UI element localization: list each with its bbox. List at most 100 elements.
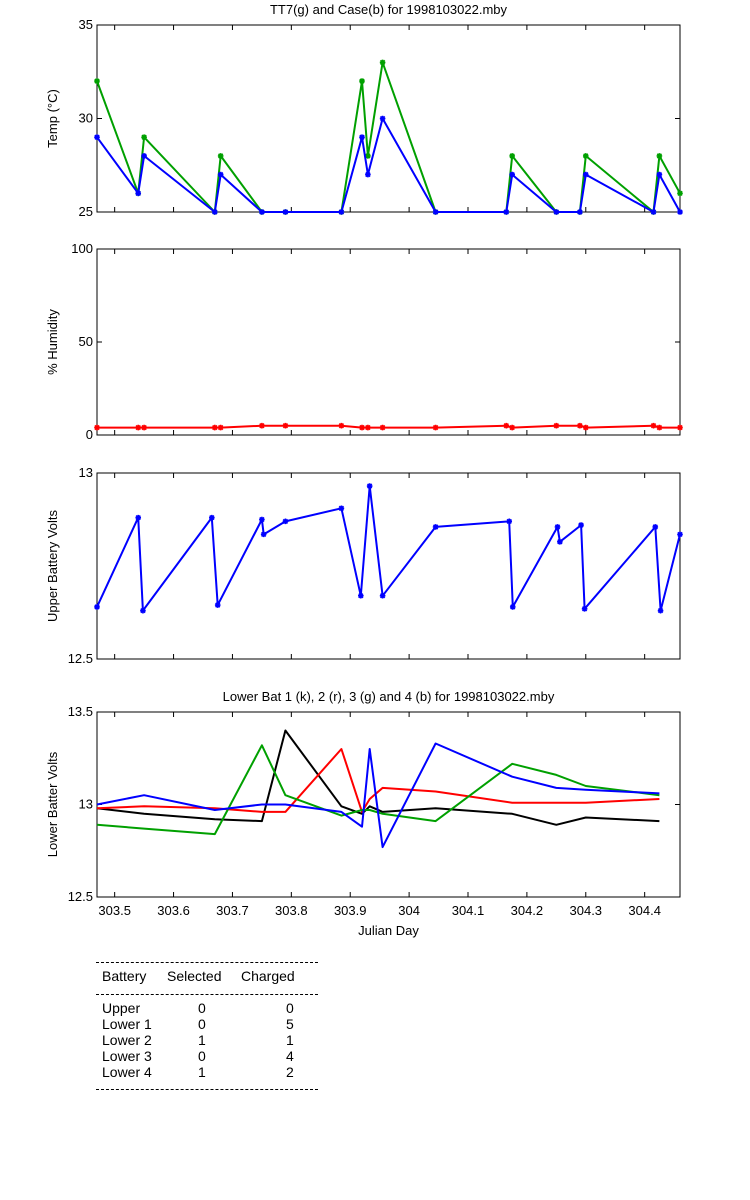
table-row-charged: 0 (286, 1000, 294, 1016)
y-tick-label: 13 (79, 797, 93, 812)
data-point (209, 514, 215, 521)
y-tick-label: 12.5 (68, 651, 93, 666)
y-axis-label: Lower Batter Volts (45, 751, 60, 857)
data-point (365, 171, 371, 178)
data-point (509, 424, 515, 431)
y-tick-label: 0 (86, 427, 93, 442)
data-point (94, 604, 100, 610)
table-top-rule (96, 962, 318, 963)
data-point (677, 424, 683, 431)
series-line (96, 61, 681, 213)
data-point (578, 522, 584, 528)
y-tick-label: 35 (79, 17, 93, 32)
table-row-battery: Lower 4 (102, 1064, 152, 1080)
data-point (582, 153, 589, 159)
data-point (141, 424, 147, 431)
data-point (140, 607, 146, 614)
data-point (553, 209, 560, 215)
data-point (506, 518, 513, 525)
battery-table: Battery Selected Charged Upper 0 0 Lower… (96, 960, 318, 1092)
data-point (217, 153, 224, 159)
data-point (358, 592, 364, 599)
y-tick-label: 25 (79, 204, 93, 219)
data-point (141, 134, 147, 140)
data-point (135, 514, 142, 521)
data-point (211, 424, 218, 431)
data-point (656, 171, 663, 178)
data-point (259, 209, 265, 215)
data-point (211, 209, 218, 215)
data-point (282, 422, 289, 429)
y-axis-label: Temp (°C) (45, 89, 60, 148)
x-tick-label: 303.8 (275, 903, 308, 918)
plot-frame (96, 24, 681, 213)
plot-frame (96, 472, 681, 660)
data-point (259, 422, 265, 429)
x-tick-label: 304.3 (570, 903, 603, 918)
data-point (650, 422, 657, 429)
data-point (135, 190, 142, 197)
table-row-charged: 4 (286, 1048, 294, 1064)
table-row-battery: Upper (102, 1000, 141, 1016)
data-point (581, 605, 588, 612)
data-point (657, 607, 664, 614)
series-line (97, 424, 680, 429)
y-tick-label: 50 (79, 334, 93, 349)
data-point (366, 483, 373, 489)
data-point (379, 424, 386, 431)
y-tick-label: 13 (79, 465, 93, 480)
data-point (557, 539, 563, 545)
series-line (96, 744, 660, 836)
data-point (260, 531, 267, 538)
table-row-battery: Lower 2 (102, 1032, 152, 1048)
table-header-charged: Charged (241, 968, 295, 984)
data-point (379, 592, 386, 599)
data-point (359, 424, 365, 431)
y-tick-label: 13.5 (68, 704, 93, 719)
data-point (652, 524, 659, 530)
data-point (338, 209, 345, 215)
data-point (282, 518, 289, 525)
table-row-charged: 5 (286, 1016, 294, 1032)
table-row-selected: 0 (198, 1000, 206, 1016)
table-row-selected: 0 (198, 1048, 206, 1064)
y-tick-label: 30 (79, 111, 93, 126)
x-tick-label: 303.5 (98, 903, 131, 918)
data-point (365, 424, 371, 431)
table-row-battery: Lower 1 (102, 1016, 152, 1032)
x-tick-label: 304.1 (452, 903, 485, 918)
data-point (338, 422, 345, 429)
table-row-charged: 1 (286, 1032, 294, 1048)
series-line (96, 742, 660, 849)
data-point (677, 190, 683, 197)
table-bottom-rule (96, 1089, 318, 1090)
plot-frame (96, 248, 681, 436)
data-point (577, 422, 583, 429)
x-tick-label: 303.7 (216, 903, 249, 918)
y-axis-label: Upper Battery Volts (45, 510, 60, 622)
table-row-battery: Lower 3 (102, 1048, 152, 1064)
data-point (282, 209, 289, 215)
table-row-selected: 0 (198, 1016, 206, 1032)
x-axis-label: Julian Day (358, 923, 419, 938)
series-line (96, 485, 681, 612)
data-point (135, 424, 142, 431)
data-point (509, 153, 515, 159)
y-tick-label: 100 (71, 241, 93, 256)
data-point (582, 171, 589, 178)
data-point (365, 153, 371, 159)
chart-title: TT7(g) and Case(b) for 1998103022.mby (270, 2, 508, 17)
data-point (338, 505, 345, 512)
data-point (359, 78, 365, 84)
data-point (432, 524, 439, 530)
data-point (94, 424, 100, 431)
series-line (96, 117, 681, 213)
data-point (577, 209, 583, 215)
data-point (503, 209, 510, 215)
data-point (503, 422, 510, 429)
x-tick-label: 304.2 (511, 903, 544, 918)
data-point (582, 424, 589, 431)
table-row-selected: 1 (198, 1032, 206, 1048)
data-point (94, 78, 100, 84)
